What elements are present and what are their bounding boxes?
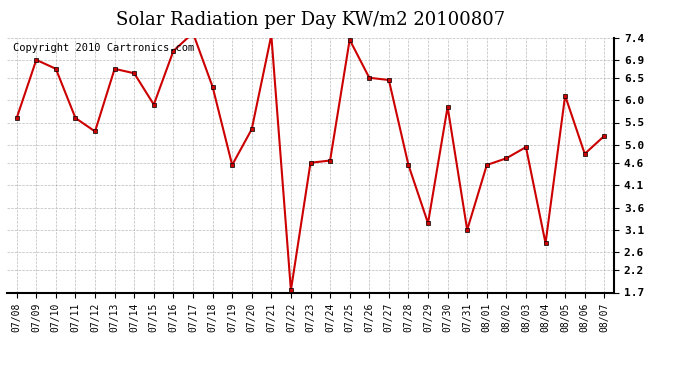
- Text: Copyright 2010 Cartronics.com: Copyright 2010 Cartronics.com: [13, 43, 194, 52]
- Text: Solar Radiation per Day KW/m2 20100807: Solar Radiation per Day KW/m2 20100807: [116, 11, 505, 29]
